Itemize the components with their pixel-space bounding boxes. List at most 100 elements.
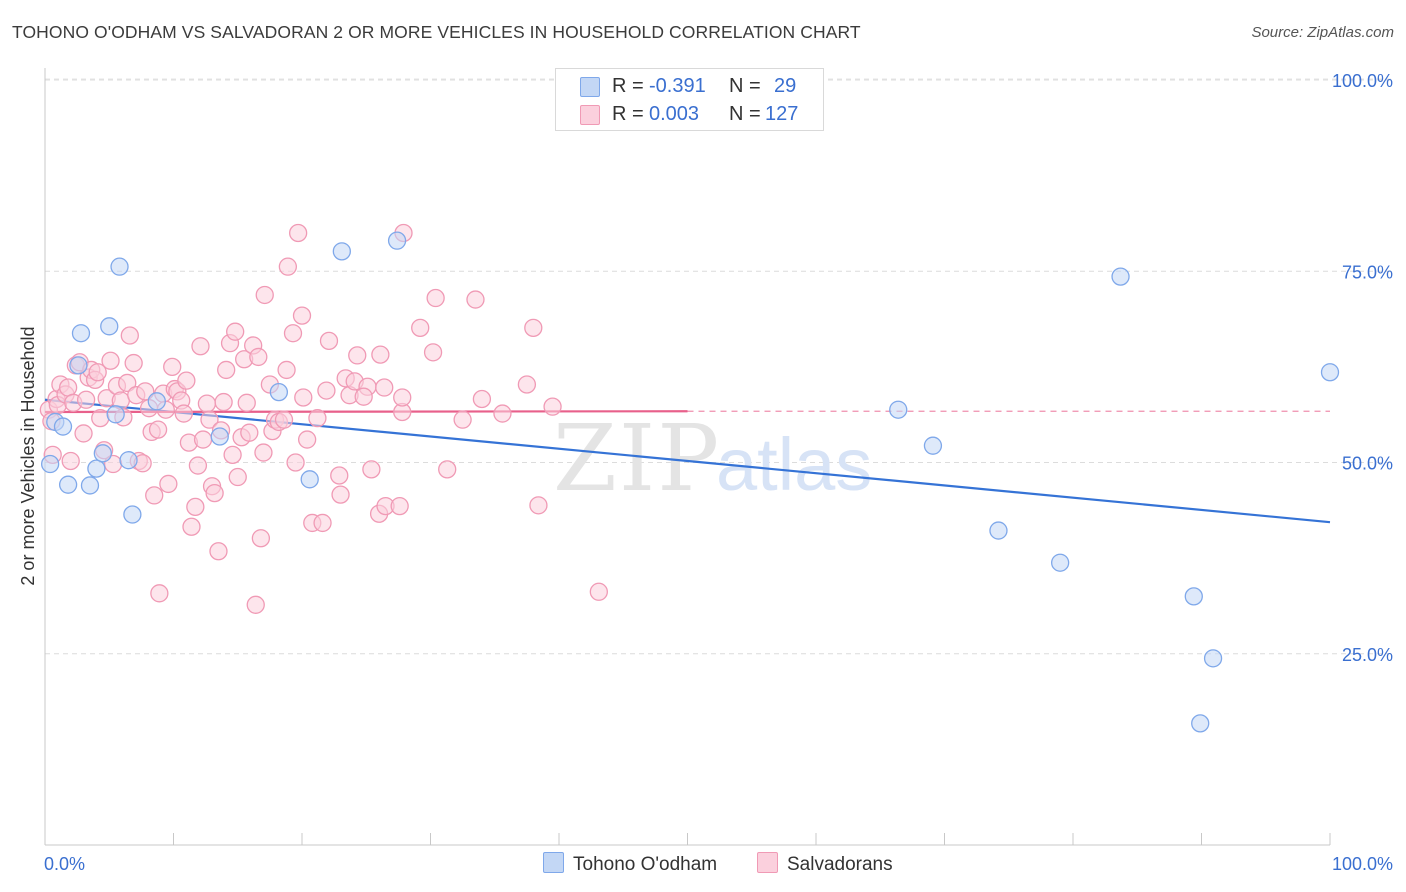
data-point-salvadoran: [214, 392, 233, 412]
data-point-salvadoran: [297, 430, 317, 449]
data-point-salvadoran: [118, 373, 137, 393]
correlation-legend: R = -0.391 N = 29 R = 0.003 N = 127: [555, 68, 824, 131]
data-point-salvadoran: [589, 582, 608, 601]
legend-r-value-salvadoran: 0.003: [649, 103, 700, 125]
data-point-salvadoran: [76, 390, 96, 409]
legend-r-value-tohono: -0.391: [649, 75, 706, 97]
watermark: ZIP atlas: [553, 405, 872, 512]
data-point-salvadoran: [240, 423, 259, 442]
watermark-zip: ZIP: [553, 405, 721, 512]
tick-labels: 25.0% 50.0% 75.0% 100.0% 0.0% 100.0%: [44, 71, 1393, 874]
data-point-salvadoran: [354, 387, 373, 406]
data-point-salvadoran: [209, 542, 228, 561]
data-point-salvadoran: [331, 485, 350, 504]
watermark-atlas: atlas: [716, 423, 872, 506]
data-points: [39, 223, 1340, 733]
data-point-tohono: [123, 505, 142, 524]
data-point-tohono: [147, 392, 166, 411]
data-point-salvadoran: [524, 318, 543, 338]
data-point-tohono: [889, 400, 908, 419]
data-point-salvadoran: [145, 486, 164, 505]
data-point-salvadoran: [313, 513, 332, 533]
x-tick-label-min: 0.0%: [44, 854, 85, 874]
data-point-salvadoran: [277, 360, 296, 380]
data-point-salvadoran: [390, 496, 409, 516]
legend-swatch-salvadoran: [580, 105, 600, 125]
data-point-salvadoran: [120, 326, 139, 345]
data-point-salvadoran: [101, 351, 120, 370]
legend-r-label: R =: [612, 75, 644, 97]
data-point-salvadoran: [348, 346, 367, 365]
series-legend-tohono: Tohono O'odham: [543, 852, 717, 876]
data-point-tohono: [93, 444, 112, 463]
data-point-tohono: [40, 454, 60, 474]
data-point-salvadoran: [292, 306, 312, 325]
data-point-salvadoran: [150, 584, 169, 603]
data-point-salvadoran: [517, 375, 537, 394]
data-point-tohono: [1191, 714, 1210, 733]
data-point-salvadoran: [453, 410, 472, 429]
data-point-salvadoran: [254, 443, 273, 462]
legend-row-salvadoran: R = 0.003 N = 127: [556, 100, 823, 128]
data-point-salvadoran: [411, 318, 430, 338]
data-point-salvadoran: [228, 467, 247, 487]
data-point-tohono: [332, 242, 351, 261]
data-point-salvadoran: [251, 529, 271, 548]
data-point-tohono: [989, 521, 1008, 540]
data-point-tohono: [923, 436, 943, 455]
data-point-salvadoran: [286, 453, 305, 472]
data-point-salvadoran: [74, 424, 93, 443]
data-point-tohono: [300, 470, 319, 489]
data-point-salvadoran: [188, 456, 208, 475]
data-point-salvadoran: [136, 382, 155, 401]
legend-row-tohono: R = -0.391 N = 29: [556, 72, 823, 100]
y-tick-label: 25.0%: [1342, 645, 1393, 665]
data-point-tohono: [1320, 363, 1340, 382]
chart-title: TOHONO O'ODHAM VS SALVADORAN 2 OR MORE V…: [12, 22, 861, 42]
data-point-salvadoran: [226, 322, 245, 341]
source-credit: Source: ZipAtlas.com: [1251, 24, 1394, 41]
series-swatch-salvadoran: [757, 852, 778, 873]
data-point-salvadoran: [88, 363, 107, 382]
data-point-salvadoran: [317, 381, 336, 400]
data-point-salvadoran: [466, 290, 485, 309]
data-point-salvadoran: [375, 378, 394, 397]
data-point-salvadoran: [205, 483, 224, 503]
data-point-tohono: [1051, 553, 1070, 572]
data-point-salvadoran: [193, 430, 213, 449]
data-point-salvadoran: [148, 420, 168, 439]
data-point-tohono: [80, 476, 100, 495]
data-point-salvadoran: [423, 343, 443, 362]
legend-n-label: N =: [729, 75, 761, 97]
legend-r-label: R =: [612, 103, 644, 125]
data-point-salvadoran: [330, 466, 349, 485]
data-point-salvadoran: [319, 331, 339, 351]
legend-n-label: N =: [729, 103, 761, 125]
data-point-salvadoran: [493, 404, 512, 423]
series-legend-salvadoran: Salvadorans: [757, 852, 893, 876]
data-point-salvadoran: [438, 460, 457, 479]
data-point-tohono: [269, 382, 289, 402]
data-point-tohono: [210, 427, 229, 446]
data-point-salvadoran: [163, 357, 182, 377]
data-point-salvadoran: [249, 347, 268, 367]
data-point-salvadoran: [278, 257, 298, 276]
series-legend: Tohono O'odham Salvadorans: [0, 852, 1406, 878]
data-point-salvadoran: [543, 397, 562, 416]
data-point-salvadoran: [255, 285, 274, 305]
data-point-tohono: [1203, 649, 1223, 668]
data-point-salvadoran: [174, 404, 193, 423]
data-point-salvadoran: [426, 288, 445, 308]
data-point-tohono: [87, 459, 106, 478]
data-point-salvadoran: [371, 345, 390, 364]
data-point-salvadoran: [58, 378, 78, 397]
trendline-tohono: [44, 398, 1331, 524]
data-point-salvadoran: [217, 360, 236, 380]
y-axis-label: 2 or more Vehicles in Household: [18, 326, 38, 585]
data-point-tohono: [119, 451, 138, 470]
data-point-salvadoran: [308, 408, 327, 428]
data-point-tohono: [71, 324, 91, 343]
data-point-salvadoran: [186, 497, 205, 517]
data-point-salvadoran: [288, 223, 308, 243]
